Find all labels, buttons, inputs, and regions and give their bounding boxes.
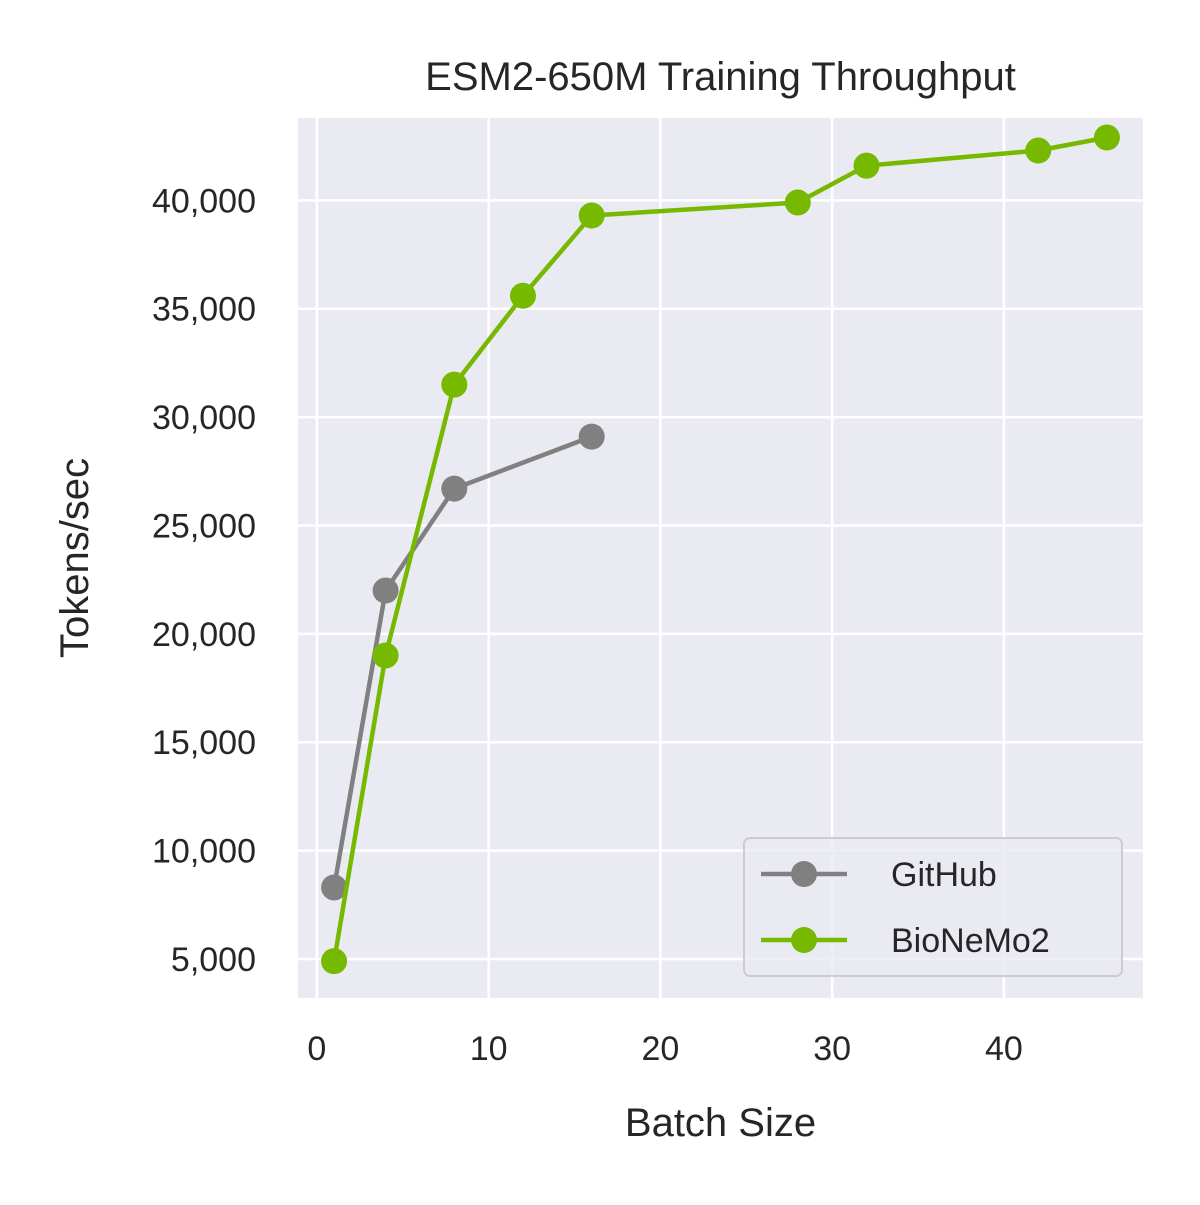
data-point xyxy=(853,152,880,179)
legend-item: GitHub xyxy=(761,856,997,894)
y-tick-label: 15,000 xyxy=(152,724,256,762)
y-tick-label: 30,000 xyxy=(152,399,256,437)
x-tick-label: 40 xyxy=(985,1030,1023,1068)
data-point xyxy=(372,642,399,669)
data-point xyxy=(578,423,605,450)
legend-item: BioNeMo2 xyxy=(761,922,1050,960)
x-tick-label: 0 xyxy=(307,1030,326,1068)
x-tick-label: 20 xyxy=(641,1030,679,1068)
series-line xyxy=(331,434,593,888)
series-bionemo2 xyxy=(321,124,1120,975)
data-point xyxy=(578,202,605,229)
data-point xyxy=(321,874,348,901)
y-tick-label: 10,000 xyxy=(152,833,256,871)
x-tick-label: 10 xyxy=(470,1030,508,1068)
legend-marker xyxy=(791,927,817,953)
data-point xyxy=(1025,137,1052,164)
y-axis-label: Tokens/sec xyxy=(53,458,97,658)
data-point xyxy=(509,282,536,309)
data-point xyxy=(1093,124,1120,151)
y-tick-label: 25,000 xyxy=(152,507,256,545)
legend-label: GitHub xyxy=(891,856,997,894)
legend-label: BioNeMo2 xyxy=(891,922,1050,960)
data-point xyxy=(321,948,348,975)
y-tick-label: 35,000 xyxy=(152,291,256,329)
series-github xyxy=(321,423,605,901)
y-tick-labels: 5,000 10,000 15,000 20,000 25,000 30,000 35,00… xyxy=(152,182,256,979)
legend-marker xyxy=(791,861,817,887)
x-tick-label: 30 xyxy=(813,1030,851,1068)
y-tick-label: 20,000 xyxy=(152,616,256,654)
y-tick-label: 5,000 xyxy=(171,941,256,979)
grid-lines xyxy=(298,118,1143,998)
chart-title: ESM2-650M Training Throughput xyxy=(425,55,1016,99)
data-point xyxy=(441,475,468,502)
x-tick-labels: 0 10 20 30 40 xyxy=(307,1030,1022,1068)
data-point xyxy=(784,189,811,216)
data-point xyxy=(441,371,468,398)
data-point xyxy=(372,577,399,604)
legend-items: GitHub BioNeMo2 xyxy=(761,856,1050,960)
y-tick-label: 40,000 xyxy=(152,182,256,220)
series-layer xyxy=(321,124,1120,975)
legend: GitHub BioNeMo2 xyxy=(743,837,1123,977)
x-axis-label: Batch Size xyxy=(625,1101,816,1145)
